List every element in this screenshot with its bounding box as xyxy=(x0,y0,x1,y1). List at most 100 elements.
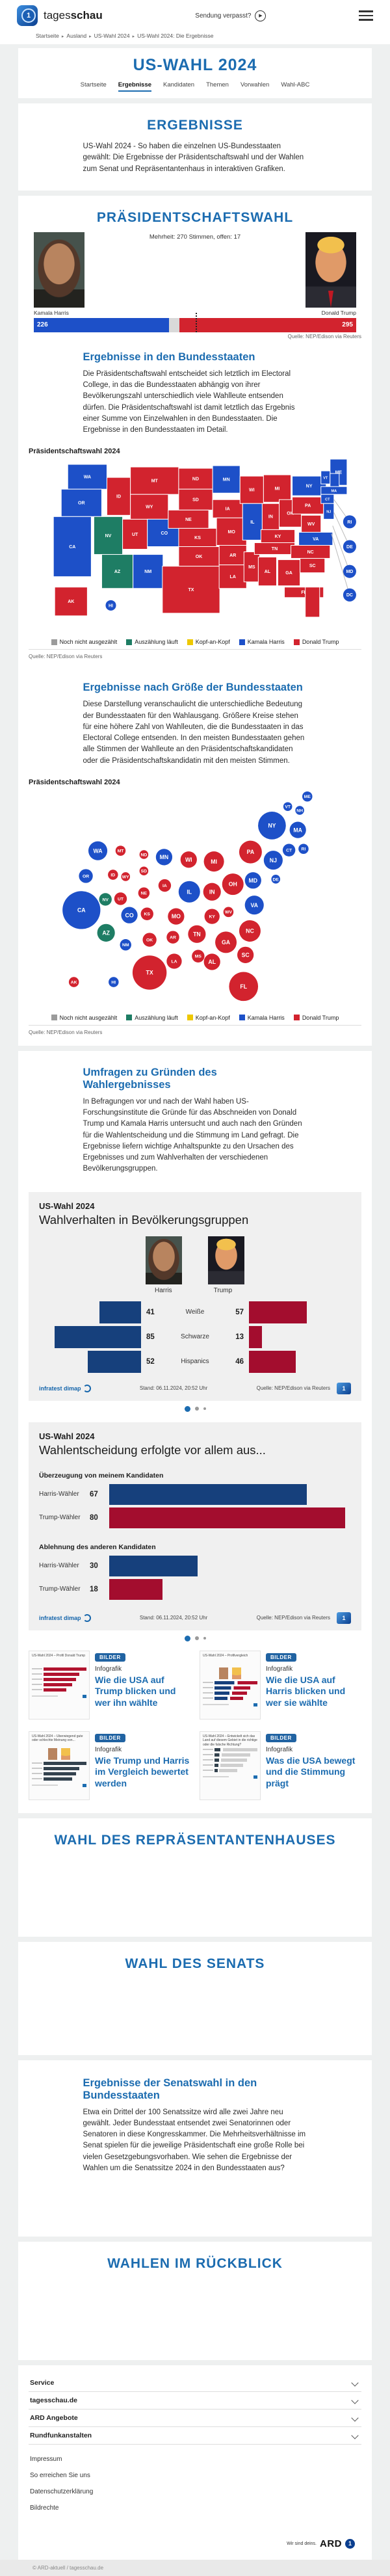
footer-accordion[interactable]: ARD Angebote xyxy=(29,2410,361,2427)
state-NH[interactable] xyxy=(330,473,340,488)
breadcrumb-item[interactable]: Ausland xyxy=(66,33,87,39)
bubble-state-CT[interactable] xyxy=(282,843,296,856)
bubble-state-PA[interactable] xyxy=(239,840,262,864)
teaser-item[interactable]: US-Wahl 2024 – Überwiegend gute oder sch… xyxy=(29,1731,190,1800)
footer-link[interactable]: Bildrechte xyxy=(30,2504,59,2512)
state-KS[interactable] xyxy=(178,528,217,548)
state-NY[interactable] xyxy=(292,475,327,496)
bubble-state-MS[interactable] xyxy=(192,949,205,963)
teaser-title[interactable]: Wie die USA auf Harris blicken und wer s… xyxy=(266,1674,346,1708)
carousel-dot[interactable] xyxy=(203,1407,206,1410)
state-OR[interactable] xyxy=(60,488,102,518)
bubble-state-MA[interactable] xyxy=(289,821,306,838)
state-GA[interactable] xyxy=(277,559,301,587)
bubble-state-VT[interactable] xyxy=(283,802,292,811)
state-IL[interactable] xyxy=(242,503,263,541)
state-AZ[interactable] xyxy=(101,554,134,589)
bubble-state-MI[interactable] xyxy=(203,851,224,871)
teaser-item[interactable]: US-Wahl 2024 – Profil Donald Trump BILDE… xyxy=(29,1650,190,1720)
carousel-dot[interactable] xyxy=(194,1636,199,1640)
bubble-state-NY[interactable] xyxy=(258,811,286,840)
bubble-state-WY[interactable] xyxy=(121,871,131,881)
bubble-state-IL[interactable] xyxy=(178,881,200,903)
bubble-state-KY[interactable] xyxy=(204,909,220,924)
bubble-state-SD[interactable] xyxy=(139,866,149,875)
bubble-state-NH[interactable] xyxy=(295,806,304,815)
bubble-state-WV[interactable] xyxy=(223,907,234,917)
footer-accordion[interactable]: tagesschau.de xyxy=(29,2392,361,2410)
footer-accordion[interactable]: Service xyxy=(29,2374,361,2392)
play-icon[interactable]: ▶ xyxy=(255,10,266,21)
tab[interactable]: Startseite xyxy=(80,81,107,88)
breadcrumb-item[interactable]: US-Wahl 2024: Die Ergebnisse xyxy=(137,33,214,39)
bubble-state-FL[interactable] xyxy=(229,972,259,1001)
bubble-state-AK[interactable] xyxy=(68,977,79,987)
bubble-state-UT[interactable] xyxy=(114,892,127,905)
bubble-state-LA[interactable] xyxy=(166,953,182,969)
tab[interactable]: Kandidaten xyxy=(163,81,195,88)
teaser-thumbnail[interactable]: US-Wahl 2024 – Entwickelt sich das Land … xyxy=(200,1731,261,1800)
bubble-state-VA[interactable] xyxy=(244,895,264,914)
teaser-thumbnail[interactable]: US-Wahl 2024 – Überwiegend gute oder sch… xyxy=(29,1731,90,1800)
bubble-state-KS[interactable] xyxy=(140,907,153,920)
teaser-item[interactable]: US-Wahl 2024 – Entwickelt sich das Land … xyxy=(200,1731,361,1800)
bubble-state-NE[interactable] xyxy=(138,887,150,899)
bubble-state-AL[interactable] xyxy=(203,953,220,970)
bubble-state-ME[interactable] xyxy=(302,791,313,802)
state-MN[interactable] xyxy=(212,465,240,494)
bubble-state-OR[interactable] xyxy=(79,869,93,883)
bubble-state-NC[interactable] xyxy=(239,920,261,942)
state-SD[interactable] xyxy=(178,488,213,511)
state-RI[interactable] xyxy=(343,515,356,529)
breadcrumb-item[interactable]: US-Wahl 2024 xyxy=(94,33,130,39)
us-bubble-map[interactable]: ME VT NH NY MA WA MT ND MN WI MI PA NJ CT RI OR ID WY SD IA… xyxy=(39,790,351,1005)
state-WY[interactable] xyxy=(130,494,169,520)
state-PA[interactable] xyxy=(292,496,324,515)
carousel-dots[interactable] xyxy=(18,1405,372,1412)
bubble-state-DE[interactable] xyxy=(271,874,281,884)
tagesschau-wordmark[interactable]: tagesschau xyxy=(44,9,103,22)
bubble-state-MD[interactable] xyxy=(244,871,261,889)
state-DE[interactable] xyxy=(343,540,356,553)
menu-icon[interactable] xyxy=(359,10,373,21)
state-MT[interactable] xyxy=(130,466,179,495)
us-states-map[interactable]: WA OR CA ID NV UT AZ MT WY CO NM ND SD NE KS OK TX MN IA MO… xyxy=(29,458,361,629)
tagesschau-logo-icon[interactable] xyxy=(17,5,38,26)
breadcrumb-item[interactable]: Startseite xyxy=(36,33,59,39)
state-NJ[interactable] xyxy=(323,503,335,520)
bubble-state-CO[interactable] xyxy=(121,907,138,923)
footer-link[interactable]: Impressum xyxy=(30,2456,62,2463)
carousel-dot[interactable] xyxy=(194,1407,199,1411)
tab[interactable]: Wahl-ABC xyxy=(281,81,310,88)
bubble-state-AR[interactable] xyxy=(166,931,179,944)
state-MS[interactable] xyxy=(243,551,260,583)
state-MI[interactable] xyxy=(263,474,292,503)
harris-bar[interactable]: 226 xyxy=(34,317,170,332)
state-WI[interactable] xyxy=(239,475,264,505)
state-IN[interactable] xyxy=(261,503,280,531)
state-NE[interactable] xyxy=(168,510,209,529)
bubble-state-HI[interactable] xyxy=(109,977,119,987)
bubble-state-CA[interactable] xyxy=(62,891,101,929)
bubble-state-IN[interactable] xyxy=(203,883,221,901)
carousel-dot[interactable] xyxy=(203,1637,206,1640)
bubble-state-TN[interactable] xyxy=(188,925,206,943)
missed-show-link[interactable]: Sendung verpasst? xyxy=(195,12,252,20)
state-AK[interactable] xyxy=(54,587,88,617)
tab[interactable]: Ergebnisse xyxy=(118,81,152,92)
bubble-state-NM[interactable] xyxy=(120,938,131,951)
state-UT[interactable] xyxy=(122,519,148,550)
state-CA[interactable] xyxy=(53,516,92,578)
bubble-state-OK[interactable] xyxy=(142,933,157,947)
footer-accordion[interactable]: Rundfunkanstalten xyxy=(29,2427,361,2445)
bubble-state-ND[interactable] xyxy=(139,849,149,859)
state-FL2[interactable] xyxy=(305,587,320,618)
bubble-state-MT[interactable] xyxy=(115,845,126,856)
carousel-dots[interactable] xyxy=(18,1635,372,1641)
bubble-state-TX[interactable] xyxy=(132,955,167,990)
carousel-dot-active[interactable] xyxy=(184,1635,190,1641)
state-HI[interactable] xyxy=(105,600,116,611)
tab[interactable]: Themen xyxy=(206,81,229,88)
footer-link[interactable]: Datenschutzerklärung xyxy=(30,2488,94,2495)
teaser-thumbnail[interactable]: US-Wahl 2024 – Profil Donald Trump xyxy=(29,1650,90,1720)
